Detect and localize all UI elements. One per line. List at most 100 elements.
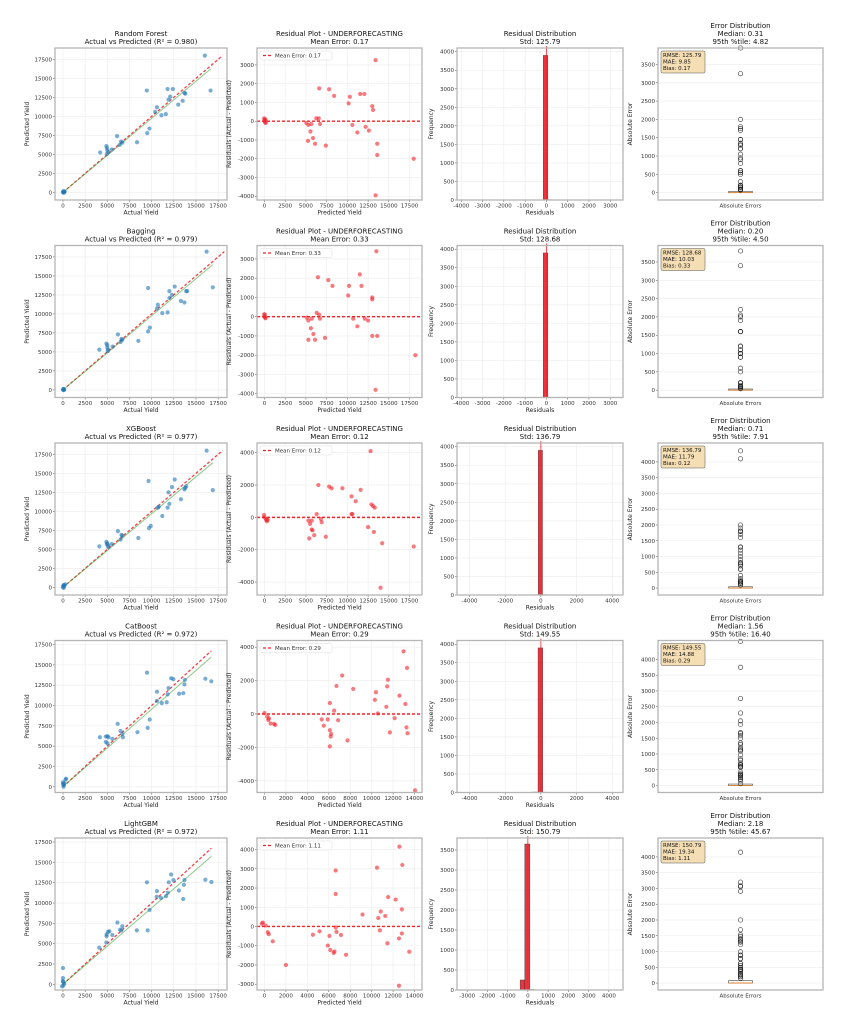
x-tick-label: 7500: [122, 599, 136, 605]
legend: Mean Error: 0.12: [259, 445, 333, 456]
outlier-point: [737, 187, 744, 193]
data-point: [177, 691, 182, 696]
residual-point: [312, 533, 317, 538]
residual-point: [333, 891, 338, 897]
x-tick-label: -2000: [497, 796, 513, 802]
y-tick-label: 15000: [35, 663, 53, 669]
y-axis-label: Absolute Error: [627, 102, 634, 145]
data-point: [119, 336, 124, 342]
residual-point: [263, 117, 268, 122]
data-point: [147, 717, 152, 722]
axes-frame: [54, 47, 228, 201]
data-point: [182, 300, 187, 305]
data-point: [135, 730, 140, 735]
data-point: [154, 698, 160, 703]
axes-frame: [657, 47, 824, 201]
x-tick-label: -4000: [453, 401, 469, 407]
data-point: [104, 934, 109, 939]
x-tick-label: 0: [545, 204, 549, 210]
fit-line: [62, 856, 212, 985]
chart-title: Residual Plot - UNDERFORECASTING: [276, 820, 403, 828]
chart-title: Error Distribution: [710, 417, 770, 425]
x-tick-label: 7500: [320, 401, 334, 407]
data-point: [165, 692, 170, 697]
data-point: [145, 131, 150, 136]
x-tick-label: 3000: [603, 401, 617, 407]
y-tick-label: 3500: [440, 463, 454, 469]
y-tick-label: 3500: [641, 476, 655, 482]
residual-point: [305, 138, 311, 143]
x-tick-label: Absolute Errors: [719, 204, 761, 210]
perfect-prediction-line: [62, 650, 212, 788]
data-point: [147, 126, 152, 131]
data-point: [165, 310, 170, 315]
y-tick-label: 3000: [440, 87, 454, 93]
outlier-point: [737, 116, 744, 122]
x-tick-label: 17500: [209, 204, 227, 210]
outlier-point: [737, 343, 744, 349]
outlier-point: [737, 638, 744, 644]
residual-point: [308, 326, 313, 331]
x-tick-label: 2500: [78, 796, 92, 802]
x-tick-label: 10000: [143, 994, 161, 1000]
residual-point: [377, 928, 382, 933]
residual-point: [412, 788, 418, 793]
y-tick-label: 3000: [440, 482, 454, 488]
stats-box-bg: [660, 50, 706, 74]
y-tick-label: 1000: [440, 556, 454, 562]
outlier-point: [737, 550, 744, 556]
data-point: [155, 505, 160, 510]
residual-point: [372, 505, 377, 510]
error-boxplot-chart: 0 500 1000 1500 2000 2500 3000 3500 4000 Error Di…: [627, 417, 824, 605]
x-tick-label: 4000: [605, 796, 619, 802]
legend-box: [259, 840, 333, 851]
y-tick-label: 2500: [440, 888, 454, 894]
data-point: [159, 113, 164, 118]
y-tick-label: 2500: [38, 566, 52, 572]
y-tick-label: 1500: [641, 136, 655, 142]
data-point: [104, 541, 109, 547]
data-point: [118, 537, 123, 542]
outlier-point: [737, 171, 744, 177]
y-tick-label: 1500: [440, 537, 454, 543]
residual-point: [362, 316, 367, 321]
x-tick-label: -3000: [459, 994, 475, 1000]
x-tick-label: 2000: [279, 796, 293, 802]
residual-histogram-chart: -4000 -3000 -2000 -1000 0 1000 2000 3000 0 500 100…: [428, 30, 624, 217]
x-tick-label: 3000: [582, 994, 596, 1000]
y-tick-label: 4000: [440, 642, 454, 648]
residual-point: [404, 665, 410, 670]
data-point: [209, 679, 214, 684]
x-tick-label: 7500: [122, 204, 136, 210]
y-tick-label: 17500: [35, 840, 53, 846]
y-tick-label: 3000: [641, 886, 655, 892]
data-point: [202, 53, 207, 58]
data-point: [166, 97, 171, 102]
y-axis-label: Absolute Error: [627, 497, 634, 540]
outlier-point: [737, 535, 744, 541]
stats-line: RMSE: 149.55: [663, 646, 702, 652]
y-tick-label: 0: [451, 593, 455, 599]
legend-label: Mean Error: 0.17: [275, 54, 321, 60]
residual-point: [370, 107, 376, 113]
x-tick-label: 7500: [122, 994, 136, 1000]
x-tick-label: 10000: [143, 599, 161, 605]
residual-point: [312, 337, 318, 342]
residual-point: [334, 929, 339, 934]
axes-frame: [657, 639, 824, 794]
data-point: [136, 338, 141, 343]
residual-point: [310, 932, 316, 937]
chart-subtitle: Std: 128.68: [520, 236, 561, 244]
residual-point: [368, 448, 373, 454]
x-tick-label: 10000: [143, 204, 161, 210]
y-axis-label: Predicted Yield: [24, 497, 31, 542]
y-axis-label: Residuals (Actual - Predicted): [226, 278, 233, 366]
outlier-point: [737, 965, 744, 971]
residual-point: [328, 947, 333, 953]
outlier-point: [737, 140, 744, 146]
chart-title: Residual Distribution: [504, 425, 577, 433]
legend: Mean Error: 0.29: [259, 643, 333, 653]
residual-point: [312, 141, 318, 146]
residual-point: [343, 952, 349, 957]
x-tick-label: 17500: [209, 796, 227, 802]
